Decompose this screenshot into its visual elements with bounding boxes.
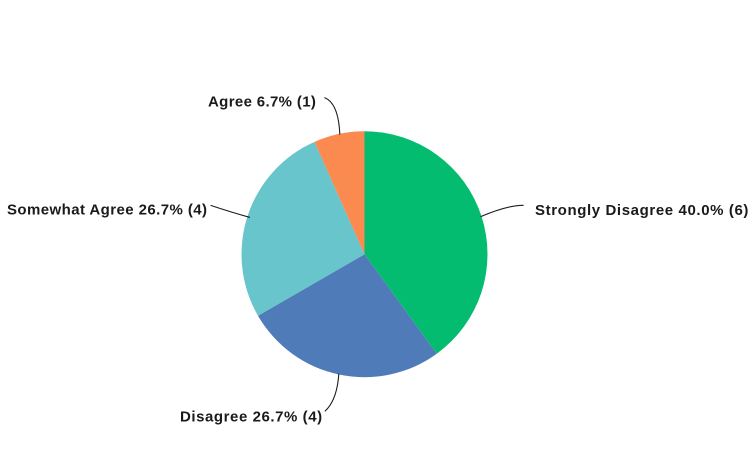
svg-text:Agree 6.7% (1): Agree 6.7% (1) [208, 94, 316, 111]
svg-text:Strongly Disagree 40.0% (6): Strongly Disagree 40.0% (6) [535, 202, 749, 219]
svg-text:Somewhat Agree 26.7% (4): Somewhat Agree 26.7% (4) [7, 202, 207, 219]
svg-text:Disagree 26.7% (4): Disagree 26.7% (4) [180, 409, 323, 426]
